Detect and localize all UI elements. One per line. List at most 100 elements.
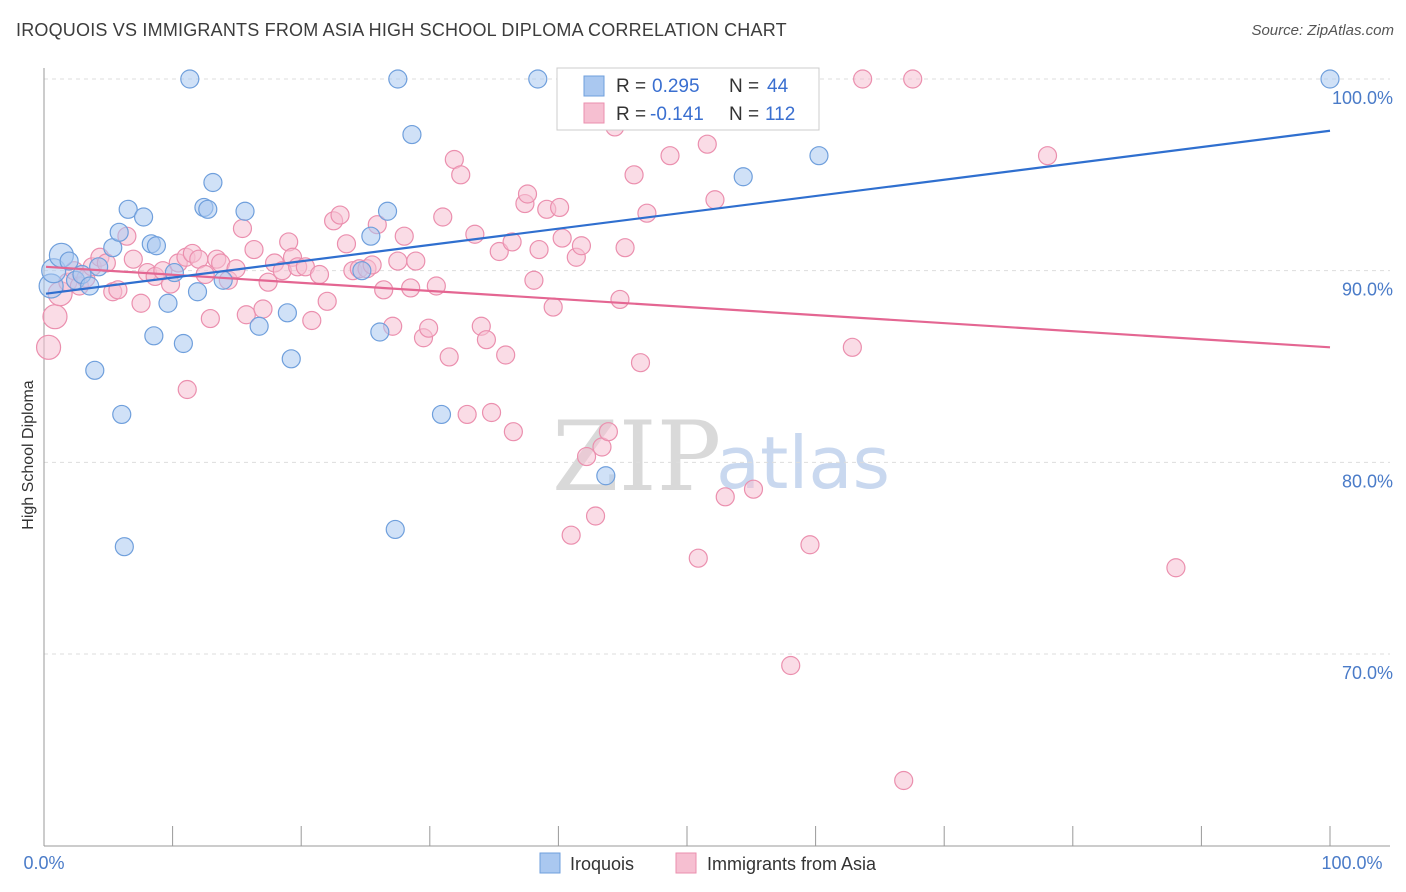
asia-point-105 [800, 535, 820, 555]
asia-point-1 [42, 304, 68, 330]
y-axis-label: High School Diploma [20, 380, 37, 530]
y-tick-label-90: 90.0% [1342, 280, 1393, 300]
bottom-legend-asia: Immigrants from Asia [707, 854, 877, 874]
iroquois-point-32 [361, 226, 381, 246]
asia-point-54 [388, 251, 408, 271]
asia-point-107 [853, 69, 873, 89]
iroquois-point-39 [528, 69, 548, 89]
asia-point-70 [489, 241, 509, 262]
iroquois-point-37 [402, 124, 422, 145]
iroquois-point-7 [89, 257, 109, 277]
iroquois-point-40 [596, 466, 616, 486]
asia-point-108 [894, 770, 914, 791]
iroquois-point-31 [352, 261, 372, 281]
asia-point-45 [330, 205, 350, 225]
iroquois-point-11 [118, 199, 138, 219]
asia-point-21 [177, 379, 197, 400]
asia-point-111 [1166, 558, 1186, 578]
asia-point-75 [517, 184, 538, 204]
asia-point-41 [302, 310, 322, 331]
legend-n-label-1: N = [729, 76, 759, 97]
iroquois-point-3 [59, 251, 79, 271]
iroquois-point-36 [388, 69, 408, 89]
asia-point-79 [543, 297, 563, 317]
bottom-legend-iroquois: Iroquois [570, 854, 634, 874]
iroquois-point-16 [144, 326, 164, 346]
trend-lines [45, 129, 1331, 349]
iroquois-point-13 [112, 404, 132, 425]
iroquois-point-42 [809, 146, 829, 166]
iroquois-point-43 [1320, 69, 1340, 89]
legend-n-label-2: N = [729, 104, 759, 125]
asia-point-73 [503, 422, 523, 442]
asia-point-59 [419, 318, 439, 338]
iroquois-point-6 [80, 276, 100, 296]
asia-point-93 [630, 353, 651, 373]
asia-point-62 [439, 347, 459, 367]
y-tick-label-70: 70.0% [1342, 663, 1393, 683]
legend-r-value-2: -0.141 [650, 104, 704, 125]
series-immigrants-from-asia [35, 69, 1186, 791]
iroquois-point-35 [385, 519, 405, 540]
iroquois-point-20 [173, 333, 193, 354]
asia-point-69 [481, 402, 502, 423]
x-tick-label-min: 0.0% [23, 853, 64, 873]
asia-point-57 [406, 251, 426, 271]
asia-point-55 [394, 226, 414, 246]
x-tick-label-max: 100.0% [1321, 853, 1382, 873]
legend-r-value-1: 0.295 [652, 76, 700, 97]
asia-point-77 [529, 239, 549, 260]
bottom-legend-swatch-asia [675, 852, 697, 874]
iroquois-point-14 [133, 207, 154, 227]
asia-point-13 [123, 249, 143, 269]
iroquois-point-38 [431, 404, 452, 425]
asia-point-71 [496, 345, 516, 365]
asia-point-81 [552, 228, 572, 248]
asia-point-88 [598, 422, 618, 442]
y-tick-label-100: 100.0% [1332, 88, 1393, 108]
asia-point-46 [336, 234, 357, 254]
stats-legend: R = 0.295 N = 44 R = -0.141 N = 112 [556, 67, 820, 131]
asia-point-76 [524, 270, 544, 290]
asia-point-64 [451, 165, 471, 185]
trend-line-iroquois [45, 129, 1331, 295]
y-axis-tick-labels: 70.0% 80.0% 90.0% 100.0% [1332, 88, 1393, 683]
iroquois-point-33 [370, 322, 390, 342]
asia-point-61 [433, 207, 453, 227]
iroquois-point-24 [198, 199, 218, 219]
asia-point-80 [549, 197, 570, 218]
asia-point-0 [35, 334, 62, 360]
gridlines [44, 78, 1390, 655]
asia-point-91 [615, 238, 635, 258]
asia-point-106 [842, 337, 862, 357]
asia-point-110 [1037, 146, 1058, 166]
iroquois-point-22 [187, 282, 208, 302]
asia-point-96 [660, 146, 680, 166]
asia-point-56 [401, 278, 421, 298]
x-axis-ticks [43, 826, 1331, 846]
asia-point-33 [253, 299, 273, 319]
iroquois-point-8 [85, 360, 105, 380]
legend-swatch-iroquois [583, 75, 605, 97]
asia-point-32 [244, 239, 264, 260]
asia-point-14 [131, 293, 151, 313]
iroquois-point-30 [277, 303, 297, 323]
iroquois-point-27 [235, 201, 255, 221]
iroquois-point-18 [158, 293, 178, 313]
axes [43, 68, 1390, 847]
asia-point-99 [697, 134, 717, 154]
asia-point-86 [585, 506, 606, 526]
asia-point-85 [576, 446, 597, 467]
asia-point-43 [317, 291, 337, 311]
asia-point-100 [705, 190, 725, 210]
iroquois-point-17 [146, 236, 167, 256]
asia-point-104 [781, 655, 801, 676]
asia-point-98 [688, 548, 708, 568]
asia-point-92 [624, 165, 644, 185]
legend-n-value-1: 44 [767, 76, 789, 97]
asia-point-94 [637, 203, 657, 223]
asia-point-68 [476, 330, 497, 350]
source-label: Source: ZipAtlas.com [1251, 22, 1394, 39]
chart-title: IROQUOIS VS IMMIGRANTS FROM ASIA HIGH SC… [16, 20, 787, 40]
